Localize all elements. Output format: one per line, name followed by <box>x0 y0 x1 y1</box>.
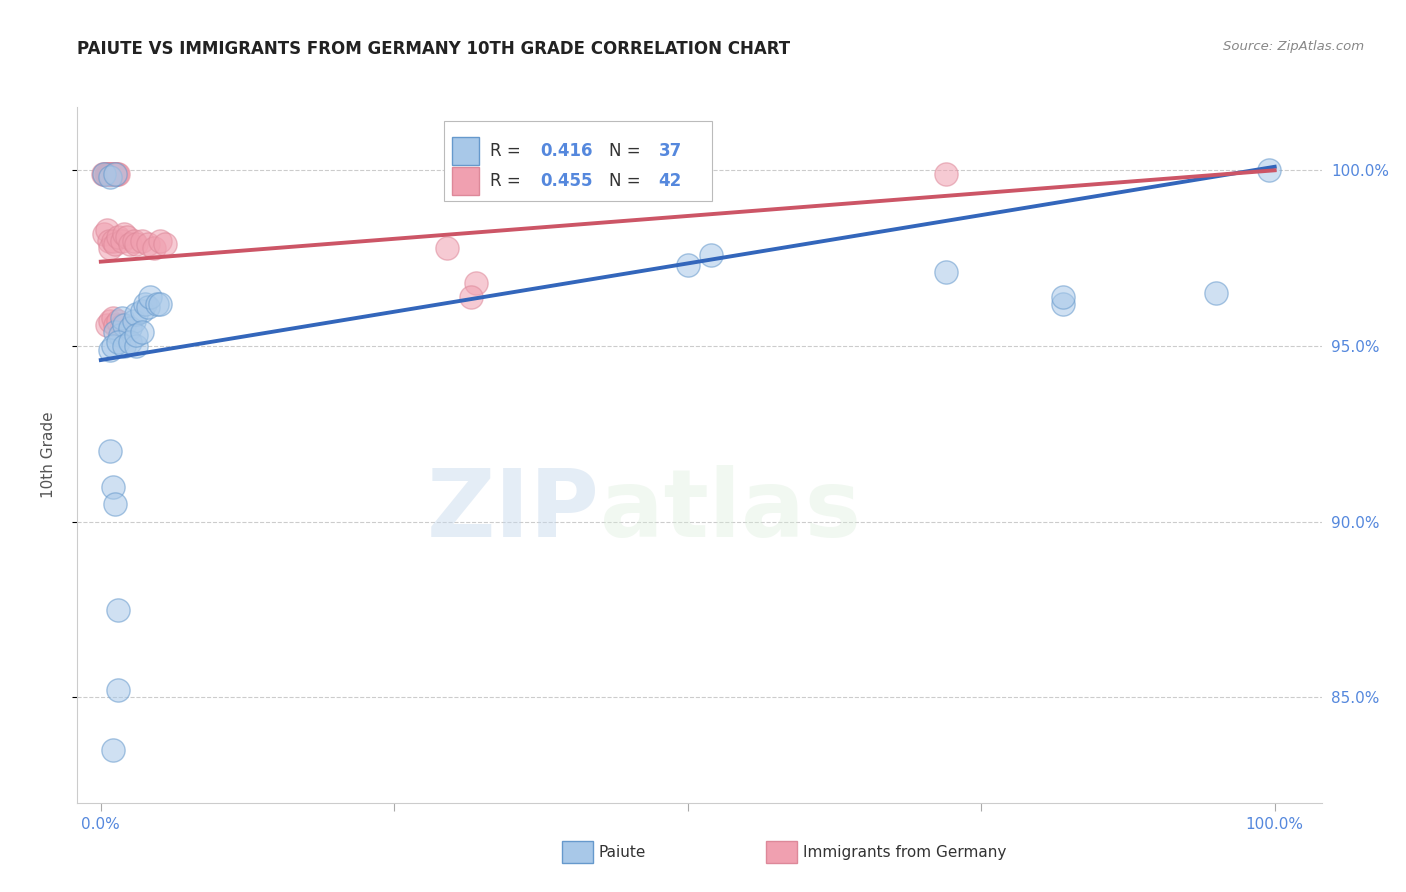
Point <box>98 314 121 328</box>
Point <box>105 167 128 181</box>
Point <box>112 318 135 332</box>
Point <box>101 479 124 493</box>
Point <box>98 444 121 458</box>
Text: 0.0%: 0.0% <box>82 817 120 832</box>
Point <box>104 167 127 181</box>
Point <box>101 310 124 325</box>
Text: 0.455: 0.455 <box>540 172 593 190</box>
Point <box>460 290 482 304</box>
Point <box>105 167 128 181</box>
Point <box>131 303 153 318</box>
Point <box>107 335 129 350</box>
Point <box>436 241 458 255</box>
Point <box>115 230 138 244</box>
Point <box>98 170 121 185</box>
Point <box>139 290 162 304</box>
Point <box>93 167 115 181</box>
Point <box>96 318 118 332</box>
Point <box>935 265 957 279</box>
Point <box>101 167 124 181</box>
Point <box>91 167 114 181</box>
Point <box>125 328 148 343</box>
Text: 37: 37 <box>658 143 682 161</box>
Point <box>104 318 127 332</box>
Point <box>136 237 159 252</box>
Text: 42: 42 <box>658 172 682 190</box>
Text: N =: N = <box>609 143 645 161</box>
Point <box>120 321 142 335</box>
Point <box>107 683 129 698</box>
Point <box>1257 163 1279 178</box>
Point <box>120 237 142 252</box>
Point <box>96 223 118 237</box>
Point <box>98 234 121 248</box>
Text: R =: R = <box>491 172 526 190</box>
Point <box>112 227 135 241</box>
Text: Paiute: Paiute <box>599 846 647 860</box>
Point <box>96 167 118 181</box>
Point <box>935 167 957 181</box>
Point <box>104 167 127 181</box>
Point <box>98 167 121 181</box>
Point <box>700 247 723 261</box>
Point <box>122 234 145 248</box>
Point <box>104 325 127 339</box>
Point <box>98 167 121 181</box>
Point <box>104 237 127 252</box>
Point <box>146 297 169 311</box>
Point <box>93 227 115 241</box>
Bar <box>451 167 479 194</box>
Point <box>1205 286 1227 301</box>
Point <box>111 318 134 332</box>
Text: N =: N = <box>609 172 645 190</box>
Point <box>120 335 142 350</box>
Point <box>465 276 488 290</box>
Point <box>131 234 153 248</box>
Point <box>155 237 177 252</box>
Point <box>101 743 124 757</box>
Text: ZIP: ZIP <box>427 465 600 557</box>
Point <box>103 167 125 181</box>
Text: R =: R = <box>491 143 526 161</box>
Point <box>676 258 699 272</box>
Text: 0.416: 0.416 <box>540 143 593 161</box>
Point <box>125 307 148 321</box>
Point <box>107 167 129 181</box>
Point <box>104 497 127 511</box>
Text: Immigrants from Germany: Immigrants from Germany <box>803 846 1007 860</box>
Point <box>112 339 135 353</box>
Point <box>94 167 117 181</box>
Point <box>111 310 134 325</box>
Y-axis label: 10th Grade: 10th Grade <box>42 411 56 499</box>
Point <box>101 234 124 248</box>
Text: atlas: atlas <box>600 465 860 557</box>
Point <box>107 602 129 616</box>
Point <box>134 297 156 311</box>
Point <box>98 343 121 357</box>
Point <box>97 167 120 181</box>
Point <box>100 167 122 181</box>
Point <box>131 325 153 339</box>
Point <box>148 297 170 311</box>
Point <box>136 301 159 315</box>
Text: 100.0%: 100.0% <box>1246 817 1303 832</box>
Point <box>142 241 165 255</box>
Point <box>1052 297 1074 311</box>
Point <box>1052 290 1074 304</box>
Point <box>122 314 145 328</box>
Point <box>108 328 131 343</box>
Point <box>125 237 148 252</box>
Point <box>111 234 134 248</box>
FancyBboxPatch shape <box>444 121 711 201</box>
Text: PAIUTE VS IMMIGRANTS FROM GERMANY 10TH GRADE CORRELATION CHART: PAIUTE VS IMMIGRANTS FROM GERMANY 10TH G… <box>77 40 790 58</box>
Text: Source: ZipAtlas.com: Source: ZipAtlas.com <box>1223 40 1364 54</box>
Point <box>148 234 170 248</box>
Point <box>98 241 121 255</box>
Bar <box>451 137 479 165</box>
Point <box>107 314 129 328</box>
Point <box>101 339 124 353</box>
Point <box>93 167 115 181</box>
Point <box>107 230 129 244</box>
Point <box>125 339 148 353</box>
